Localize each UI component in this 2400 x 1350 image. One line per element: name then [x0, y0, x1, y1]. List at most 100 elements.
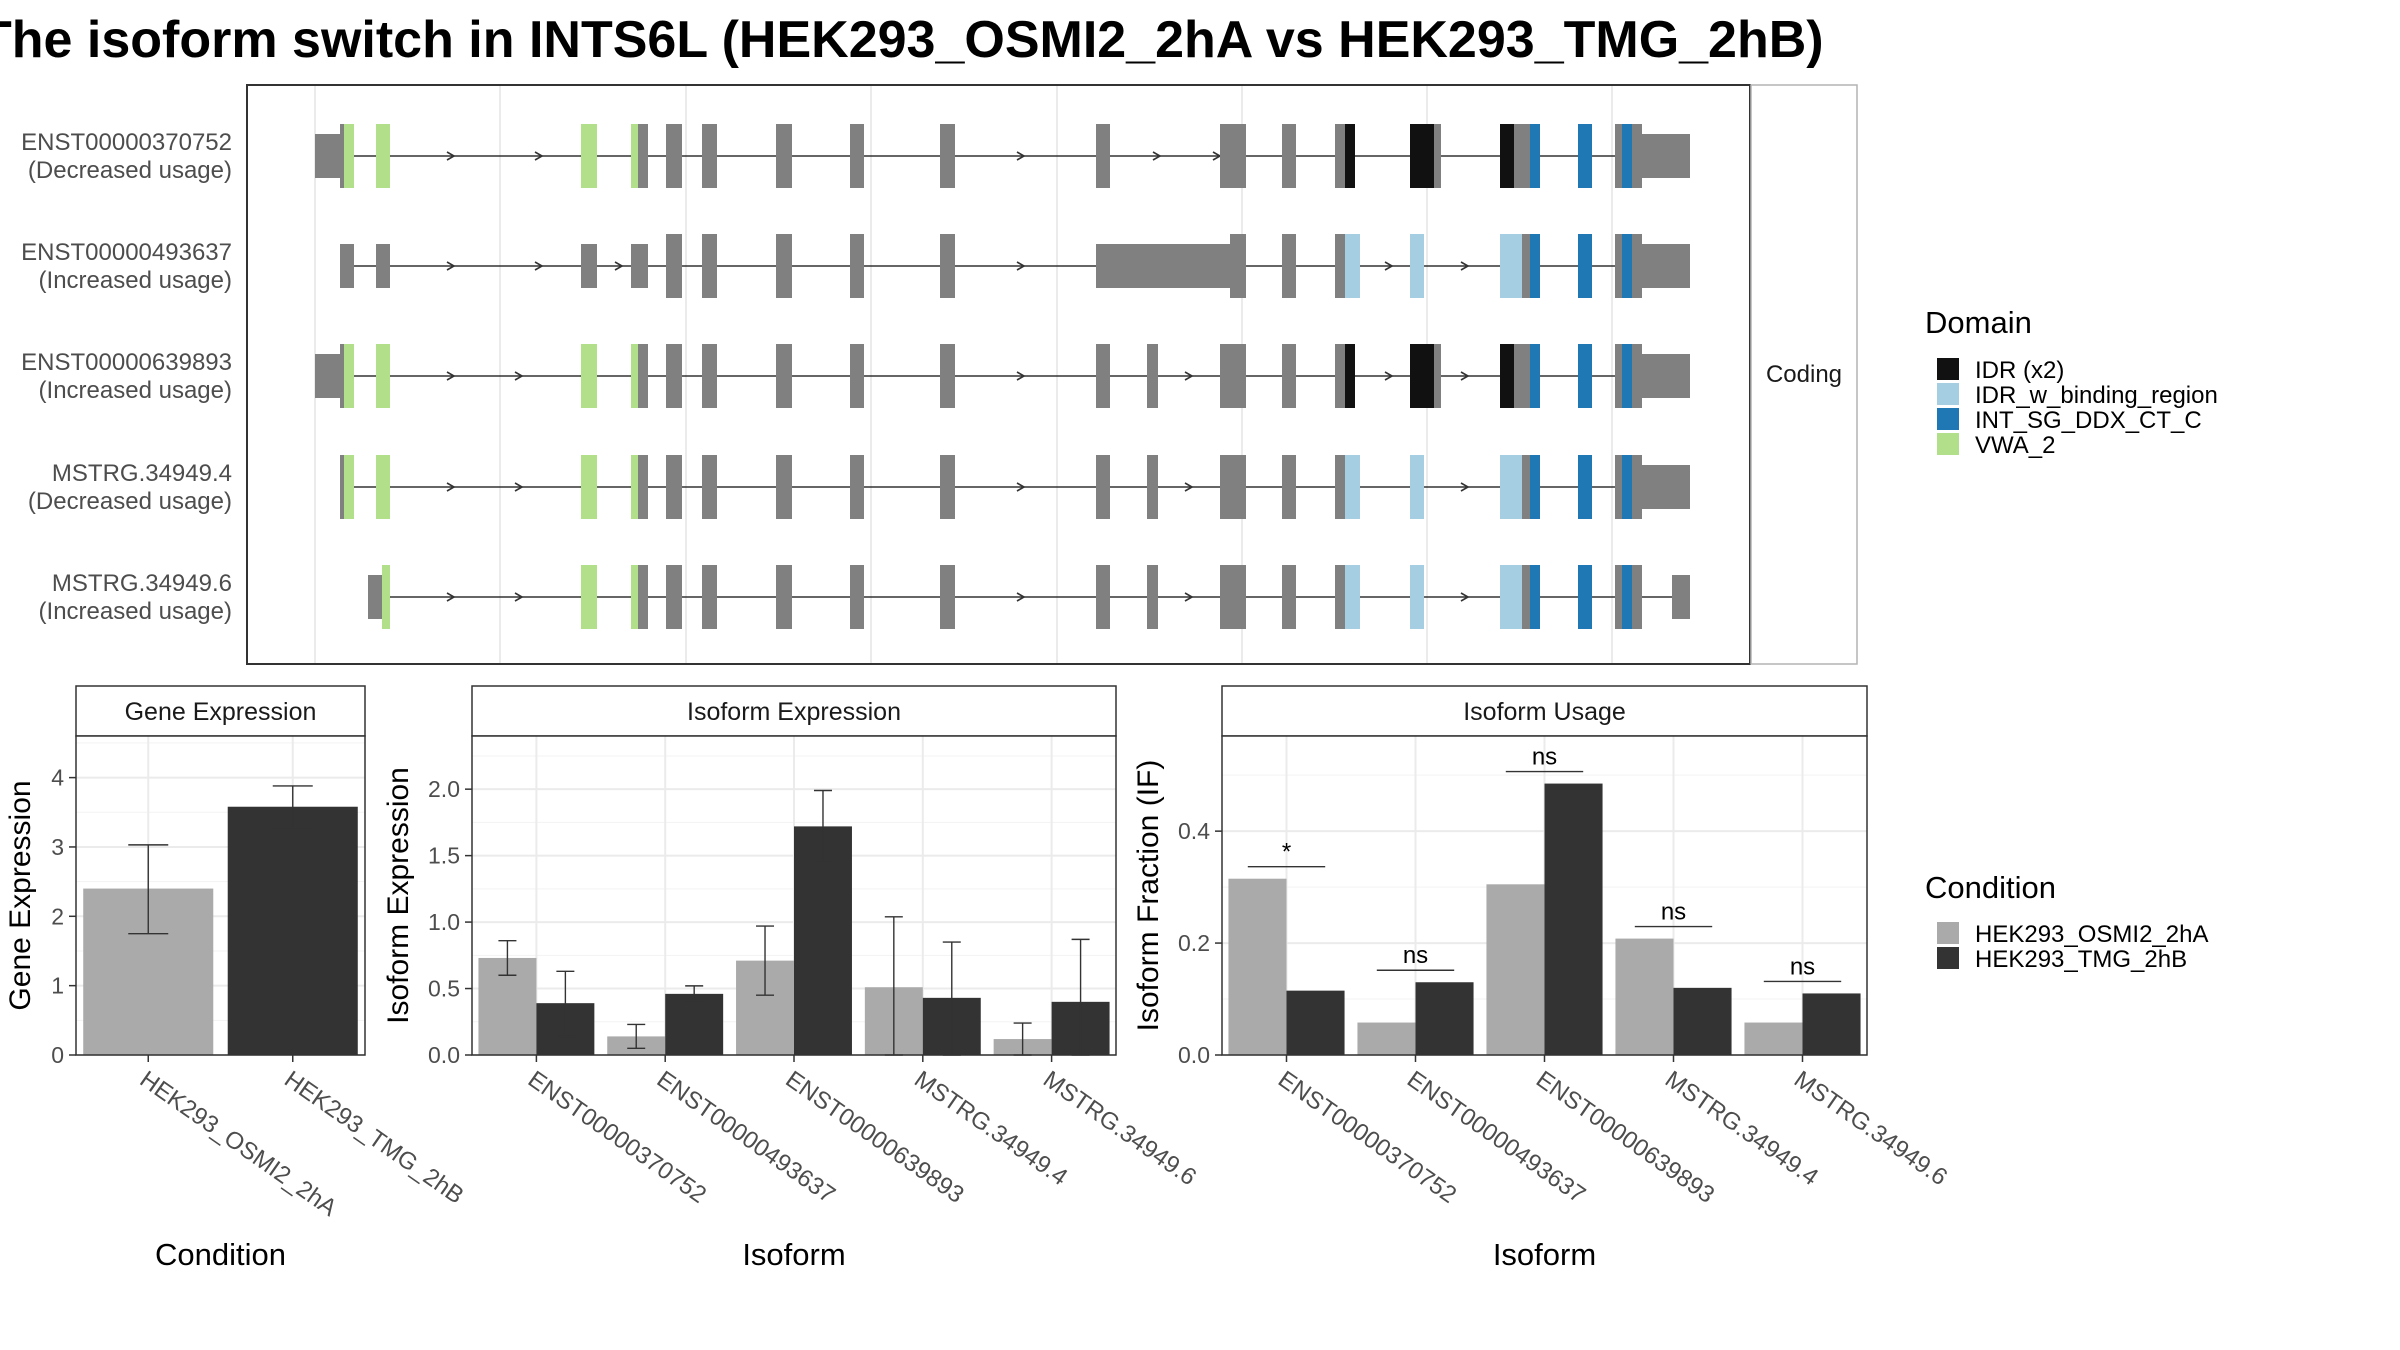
- exon-block: [1147, 344, 1158, 408]
- exon-block: [315, 134, 341, 178]
- strand-arrow-icon: [1016, 371, 1026, 381]
- exon-block: [1345, 455, 1360, 519]
- legend-label: IDR (x2): [1975, 357, 2064, 384]
- strand-arrow-icon: [1384, 261, 1394, 271]
- exon-block: [1410, 565, 1424, 629]
- strand-arrow-icon: [1460, 482, 1470, 492]
- y-tick-label: 0.2: [1178, 930, 1210, 956]
- exon-block: [702, 234, 717, 298]
- exon-block: [1578, 455, 1592, 519]
- panel-title: Isoform Expression: [687, 698, 901, 726]
- exon-block: [666, 344, 682, 408]
- exon-block: [631, 124, 638, 188]
- panel-strip: [75, 685, 366, 737]
- exon-block: [1622, 455, 1632, 519]
- exon-block: [631, 344, 638, 408]
- strand-arrow-icon: [1460, 261, 1470, 271]
- exon-block: [1622, 124, 1632, 188]
- significance-label: *: [1282, 839, 1291, 866]
- exon-block: [1530, 455, 1540, 519]
- legend-label: VWA_2: [1975, 432, 2055, 459]
- bar: [1286, 990, 1345, 1055]
- exon-block: [1622, 565, 1632, 629]
- exon-block: [850, 565, 864, 629]
- exon-block: [666, 565, 682, 629]
- legend-key-swatch: [1937, 408, 1959, 430]
- exon-block: [638, 344, 648, 408]
- exon-block: [340, 124, 344, 188]
- strand-arrow-icon: [1384, 371, 1394, 381]
- exon-block: [1335, 455, 1345, 519]
- bar: [1615, 938, 1674, 1055]
- exon-block: [581, 455, 597, 519]
- legend-label: HEK293_OSMI2_2hA: [1975, 921, 2208, 948]
- significance-label: ns: [1790, 953, 1815, 980]
- exon-block: [1096, 124, 1110, 188]
- figure-title: The isoform switch in INTS6L (HEK293_OSM…: [0, 11, 1824, 69]
- strand-arrow-icon: [446, 482, 456, 492]
- y-tick-label: 0: [51, 1042, 64, 1068]
- exon-block: [1282, 565, 1296, 629]
- legend-key-swatch: [1937, 433, 1959, 455]
- strand-arrow-icon: [1460, 371, 1470, 381]
- exon-block: [382, 565, 390, 629]
- exon-block: [850, 344, 864, 408]
- panel-title: Isoform Usage: [1463, 698, 1626, 726]
- exon-block: [340, 344, 344, 408]
- significance-label: ns: [1661, 899, 1686, 926]
- exon-block: [340, 244, 354, 288]
- isoform-expression-panel: Isoform Expression0.00.51.01.52.0ENST000…: [382, 685, 1201, 1272]
- exon-block: [702, 565, 717, 629]
- panel-strip: [1221, 685, 1868, 737]
- bar: [1744, 1022, 1803, 1055]
- y-tick-label: 0.4: [1178, 818, 1210, 844]
- exon-block: [702, 455, 717, 519]
- exon-block: [1632, 565, 1642, 629]
- y-axis-title: Gene Expression: [4, 780, 37, 1010]
- exon-block: [1615, 455, 1622, 519]
- exon-block: [1530, 234, 1540, 298]
- exon-block: [1335, 565, 1345, 629]
- strand-arrow-icon: [514, 482, 524, 492]
- exon-block: [1530, 124, 1540, 188]
- legend-key-swatch: [1937, 383, 1959, 405]
- strand-arrow-icon: [1016, 261, 1026, 271]
- strand-arrow-icon: [1016, 151, 1026, 161]
- strand-arrow-icon: [1016, 592, 1026, 602]
- strand-arrow-icon: [514, 371, 524, 381]
- strand-arrow-icon: [1184, 482, 1194, 492]
- bar: [1415, 982, 1474, 1055]
- legend-label: IDR_w_binding_region: [1975, 382, 2218, 409]
- exon-block: [1500, 344, 1514, 408]
- transcript-track-3: [315, 344, 1690, 408]
- exon-block: [1632, 234, 1642, 298]
- facet-strip-label: Coding: [1766, 361, 1842, 388]
- exon-block: [776, 565, 792, 629]
- transcript-name-label: MSTRG.34949.6: [52, 570, 232, 597]
- exon-block: [850, 124, 864, 188]
- exon-block: [850, 455, 864, 519]
- exon-block: [368, 575, 382, 619]
- exon-block: [631, 565, 638, 629]
- bar: [1673, 987, 1732, 1055]
- exon-block: [376, 124, 390, 188]
- transcript-usage-label: (Decreased usage): [28, 488, 232, 515]
- exon-block: [1282, 455, 1296, 519]
- exon-block: [638, 124, 648, 188]
- domain-legend-title: Domain: [1925, 305, 2032, 340]
- exon-block: [376, 455, 390, 519]
- exon-block: [1615, 124, 1622, 188]
- y-tick-label: 0.5: [428, 976, 460, 1002]
- exon-block: [666, 124, 682, 188]
- domain-legend: Domain IDR (x2)IDR_w_binding_regionINT_S…: [1925, 305, 2218, 459]
- bar: [227, 806, 358, 1055]
- exon-block: [315, 354, 341, 398]
- exon-block: [1220, 455, 1246, 519]
- y-tick-label: 2.0: [428, 776, 460, 802]
- legend-key-swatch: [1937, 358, 1959, 380]
- facet-strip: [1750, 84, 1858, 665]
- exon-block: [776, 124, 792, 188]
- strand-arrow-icon: [534, 261, 544, 271]
- exon-block: [1522, 234, 1530, 298]
